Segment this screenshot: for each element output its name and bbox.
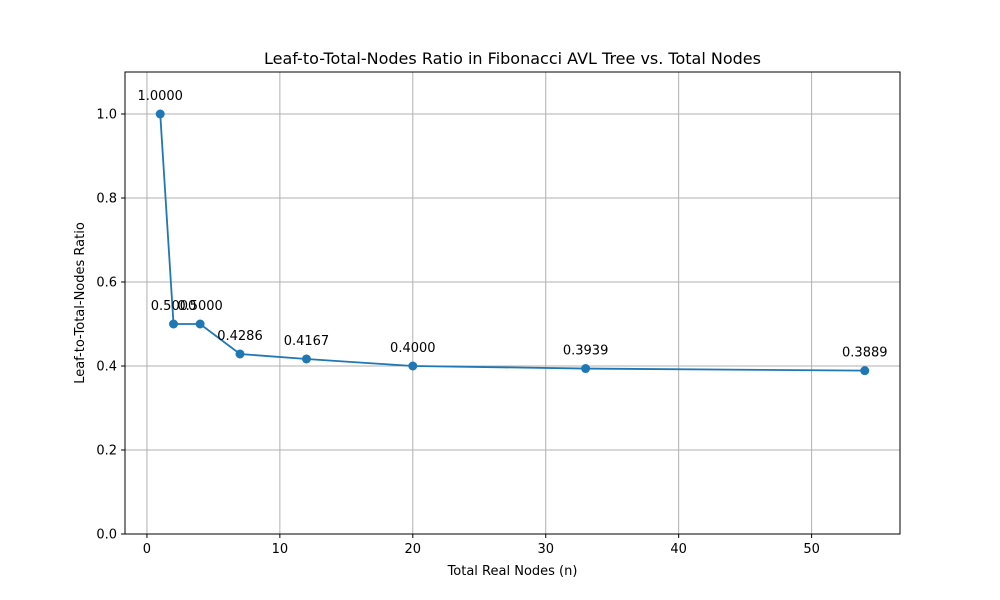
- y-tick-label: 0.6: [96, 276, 117, 291]
- data-point: [860, 366, 870, 376]
- data-point: [235, 349, 245, 359]
- y-tick-label: 0.0: [96, 528, 117, 543]
- data-point: [301, 354, 311, 364]
- data-point: [169, 319, 179, 329]
- x-tick-label: 30: [537, 542, 554, 557]
- data-label: 0.5000: [177, 299, 223, 314]
- y-axis-label: Leaf-to-Total-Nodes Ratio: [73, 222, 88, 384]
- data-label: 0.4000: [390, 341, 436, 356]
- x-tick-label: 10: [272, 542, 289, 557]
- y-tick-label: 1.0: [96, 108, 117, 123]
- plot-frame: [124, 71, 901, 535]
- x-tick-label: 40: [670, 542, 687, 557]
- data-label: 0.3939: [563, 344, 609, 359]
- data-point: [581, 364, 591, 374]
- y-axis-ticks: 0.0 0.2 0.4 0.6 0.8 1.0: [96, 108, 125, 543]
- data-label: 0.4286: [217, 329, 263, 344]
- x-axis-ticks: 0 10 20 30 40 50: [143, 534, 820, 557]
- series-layer: [155, 109, 870, 376]
- x-axis-label: Total Real Nodes (n): [447, 564, 578, 579]
- x-tick-label: 50: [803, 542, 820, 557]
- chart-title: Leaf-to-Total-Nodes Ratio in Fibonacci A…: [264, 49, 761, 68]
- data-point: [195, 319, 205, 329]
- grid: [125, 72, 900, 535]
- y-tick-label: 0.2: [96, 444, 117, 459]
- data-label: 1.0000: [137, 89, 183, 104]
- y-tick-label: 0.4: [96, 360, 117, 375]
- x-tick-label: 0: [143, 542, 151, 557]
- data-label: 0.3889: [842, 346, 888, 361]
- series-line: [159, 113, 865, 372]
- data-label: 0.5000: [151, 299, 197, 314]
- x-tick-label: 20: [405, 542, 422, 557]
- data-point: [155, 109, 165, 119]
- data-point: [408, 361, 418, 371]
- y-tick-label: 0.8: [96, 192, 117, 207]
- data-label: 0.4167: [284, 334, 330, 349]
